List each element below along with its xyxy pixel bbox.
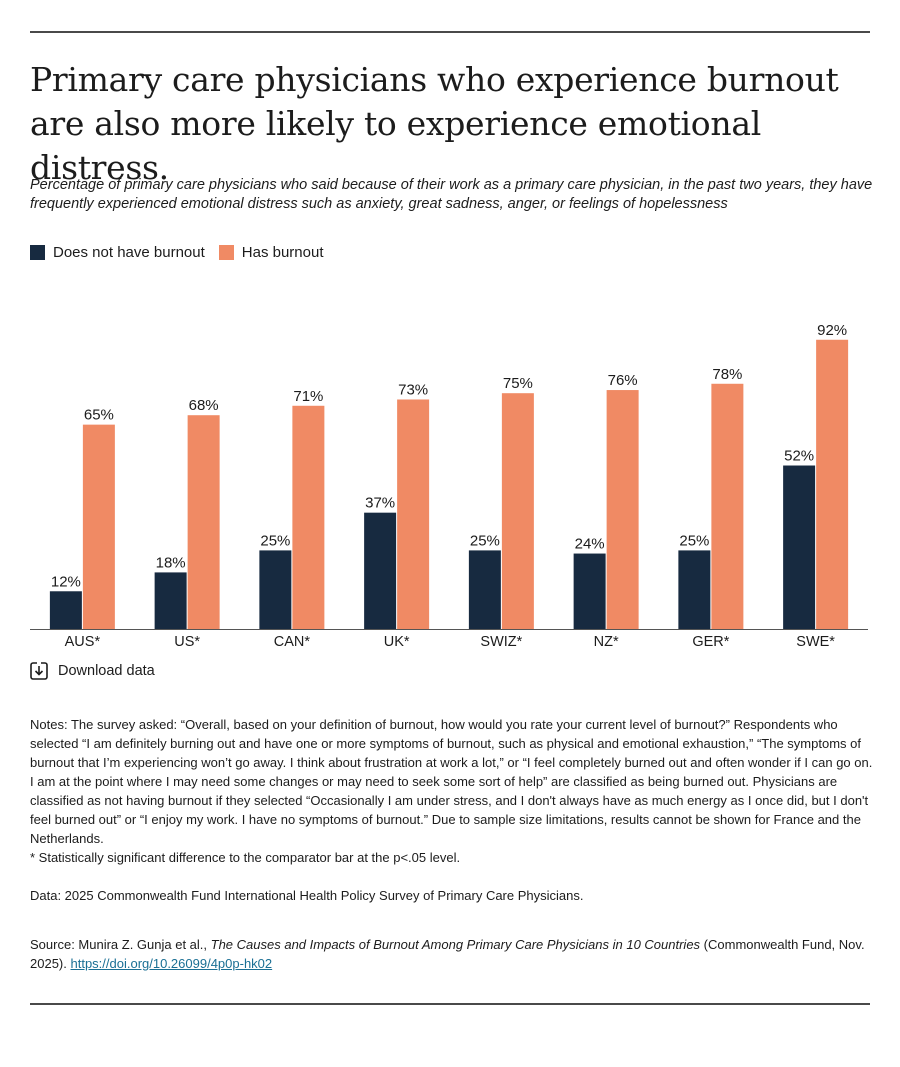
bottom-rule bbox=[30, 1003, 870, 1005]
data-label-burnout-4: 75% bbox=[503, 375, 533, 392]
bar-no-burnout-1 bbox=[154, 572, 187, 629]
source-title: The Causes and Impacts of Burnout Among … bbox=[210, 937, 701, 952]
notes-text: Notes: The survey asked: “Overall, based… bbox=[30, 717, 873, 846]
bar-no-burnout-3 bbox=[364, 512, 397, 629]
bar-chart: 12% 65% AUS* 18% 68% US* 25% 71% CAN* 37% 73% UK* 25… bbox=[30, 322, 868, 650]
data-label-burnout-7: 92% bbox=[817, 322, 847, 339]
legend-item-burnout: Has burnout bbox=[218, 244, 324, 261]
bar-burnout-4 bbox=[501, 393, 534, 629]
bar-no-burnout-2 bbox=[259, 550, 292, 629]
chart-title: Primary care physicians who experience b… bbox=[30, 60, 839, 187]
x-tick-label-5: NZ* bbox=[594, 634, 619, 650]
legend-label-burnout: Has burnout bbox=[241, 244, 324, 261]
legend: Does not have burnout Has burnout bbox=[30, 244, 338, 261]
x-tick-label-6: GER* bbox=[692, 634, 729, 650]
legend-swatch-burnout bbox=[218, 245, 234, 260]
download-icon bbox=[30, 662, 48, 680]
chart-subtitle: Percentage of primary care physicians wh… bbox=[30, 177, 873, 212]
bar-burnout-5 bbox=[606, 390, 639, 629]
bar-no-burnout-6 bbox=[678, 550, 711, 629]
download-data-label: Download data bbox=[58, 663, 155, 679]
x-tick-label-1: US* bbox=[174, 634, 200, 650]
bar-no-burnout-0 bbox=[49, 591, 82, 629]
x-tick-label-3: UK* bbox=[384, 634, 410, 650]
source-citation: Source: Munira Z. Gunja et al., The Caus… bbox=[30, 935, 875, 973]
bar-no-burnout-7 bbox=[783, 465, 816, 629]
legend-swatch-no-burnout bbox=[30, 245, 45, 260]
data-label-no-burnout-5: 24% bbox=[575, 536, 605, 553]
bar-burnout-6 bbox=[711, 383, 744, 629]
data-label-no-burnout-6: 25% bbox=[679, 532, 709, 549]
bar-burnout-2 bbox=[292, 405, 325, 629]
source-suffix: (Commonwealth Fund, Nov. 2025). bbox=[30, 937, 865, 971]
legend-item-no-burnout: Does not have burnout bbox=[30, 244, 205, 261]
data-label-burnout-3: 73% bbox=[398, 381, 428, 398]
notes: Notes: The survey asked: “Overall, based… bbox=[30, 715, 875, 867]
data-label-burnout-0: 65% bbox=[84, 407, 114, 424]
source-link[interactable]: https://doi.org/10.26099/4p0p-hk02 bbox=[70, 956, 273, 971]
source-prefix: Source: Munira Z. Gunja et al., bbox=[30, 937, 211, 952]
notes-footnote: * Statistically significant difference t… bbox=[30, 850, 461, 865]
download-data-button[interactable]: Download data bbox=[30, 662, 155, 680]
legend-label-no-burnout: Does not have burnout bbox=[53, 244, 205, 261]
data-label-burnout-5: 76% bbox=[608, 372, 638, 389]
x-tick-label-2: CAN* bbox=[274, 634, 311, 650]
bar-burnout-1 bbox=[187, 415, 220, 629]
data-label-burnout-6: 78% bbox=[712, 366, 742, 383]
bar-burnout-3 bbox=[397, 399, 430, 629]
x-tick-label-7: SWE* bbox=[796, 634, 835, 650]
data-line: Data: 2025 Commonwealth Fund Internation… bbox=[30, 888, 584, 903]
top-rule bbox=[30, 31, 870, 33]
bar-no-burnout-5 bbox=[573, 553, 606, 629]
data-label-no-burnout-7: 52% bbox=[784, 448, 814, 465]
data-label-burnout-2: 71% bbox=[293, 388, 323, 405]
x-tick-label-4: SWIZ* bbox=[480, 634, 522, 650]
data-label-burnout-1: 68% bbox=[189, 397, 219, 414]
data-label-no-burnout-2: 25% bbox=[260, 532, 290, 549]
data-label-no-burnout-3: 37% bbox=[365, 495, 395, 512]
data-label-no-burnout-1: 18% bbox=[156, 554, 186, 571]
x-tick-label-0: AUS* bbox=[65, 634, 101, 650]
data-label-no-burnout-4: 25% bbox=[470, 532, 500, 549]
bar-burnout-7 bbox=[816, 339, 849, 629]
data-label-no-burnout-0: 12% bbox=[51, 573, 81, 590]
bar-burnout-0 bbox=[82, 424, 115, 629]
bar-no-burnout-4 bbox=[468, 550, 501, 629]
